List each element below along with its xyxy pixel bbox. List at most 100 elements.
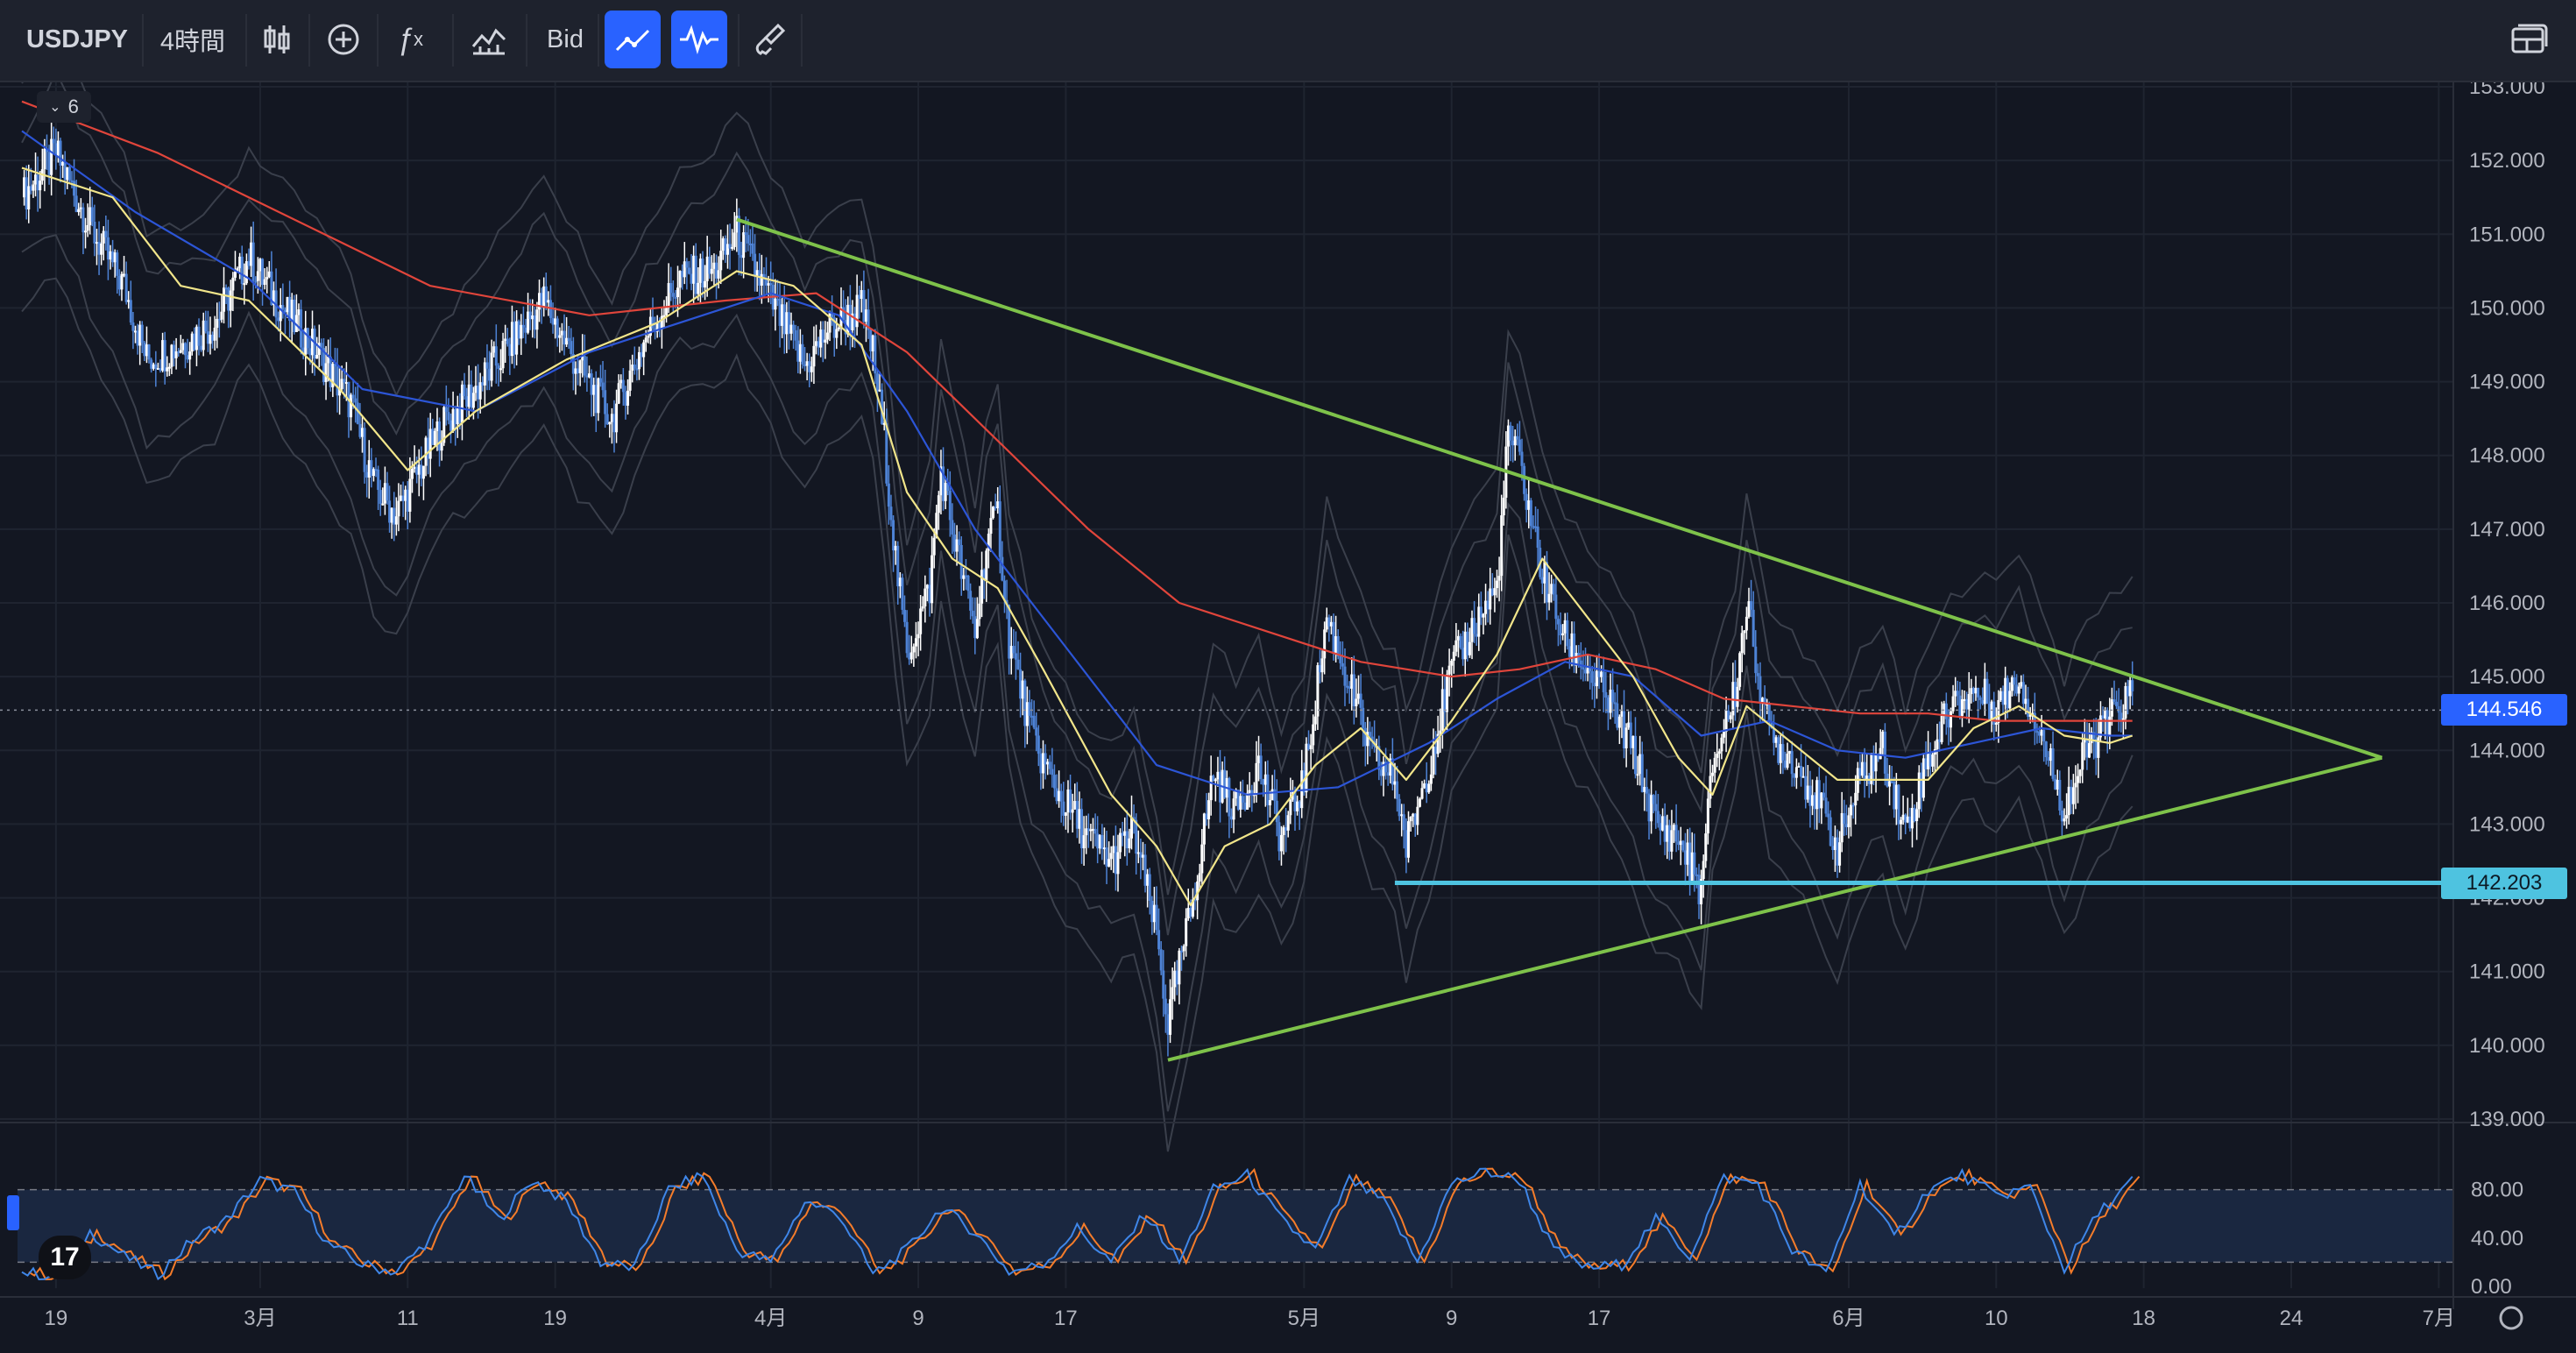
candle-body — [732, 232, 736, 247]
candle-body — [1547, 593, 1551, 603]
candle-body — [204, 320, 208, 332]
candle-body — [869, 329, 873, 351]
candle-body — [912, 646, 916, 653]
time-tick-label: 11 — [397, 1307, 419, 1330]
candle-body — [1273, 789, 1277, 801]
candle-body — [935, 513, 938, 538]
candle-body — [2033, 712, 2036, 732]
candle-body — [1298, 801, 1301, 809]
candle-body — [685, 261, 689, 268]
candle-body — [386, 483, 389, 501]
toolbar-divider — [308, 14, 310, 67]
trend-line-icon[interactable] — [605, 11, 661, 68]
candle-body — [136, 330, 139, 346]
candle-body — [170, 344, 173, 367]
candle-body — [1014, 653, 1017, 660]
band-upper — [21, 82, 2134, 896]
indicator-toggle[interactable]: ⌄ 6 — [37, 91, 91, 123]
candle-body — [824, 339, 827, 343]
candle-body — [2098, 715, 2102, 738]
candle-body — [1915, 809, 1919, 822]
candle-body — [1738, 653, 1742, 687]
candle-body — [458, 406, 462, 423]
candle-body — [792, 324, 796, 330]
symbol-button[interactable]: USDJPY — [25, 25, 129, 53]
candle-body — [2001, 691, 2005, 705]
candle-body — [1135, 819, 1138, 854]
candle-body — [1523, 465, 1526, 494]
candle-body — [665, 308, 669, 315]
time-tick-label: 10 — [1985, 1307, 2008, 1330]
candle-body — [1370, 736, 1374, 741]
interval-button[interactable]: 4時間 — [159, 28, 226, 56]
candle-body — [619, 379, 623, 384]
candle-body — [1105, 847, 1108, 867]
add-indicator-icon[interactable] — [319, 11, 368, 68]
candle-body — [1756, 673, 1759, 676]
candle-body — [914, 638, 917, 647]
candle-body — [1396, 781, 1399, 799]
candle-body — [821, 329, 824, 343]
candle-body — [150, 359, 153, 369]
candle-body — [2083, 739, 2086, 743]
candle-body — [2131, 680, 2134, 691]
oscillator-icon[interactable] — [671, 11, 727, 68]
candles-icon[interactable] — [254, 11, 300, 68]
candle-body — [354, 398, 357, 403]
candle-body — [1971, 688, 1975, 694]
candle-body — [358, 423, 362, 437]
candle-body — [1584, 669, 1588, 674]
candle-body — [1489, 588, 1492, 610]
candle-body — [1025, 702, 1029, 726]
candle-body — [388, 500, 392, 523]
candle-body — [1132, 817, 1136, 820]
settings-gear-icon[interactable] — [2499, 1306, 2523, 1330]
candle-body — [1016, 659, 1020, 669]
candle-body — [1744, 616, 1748, 631]
candle-body — [1709, 776, 1712, 799]
candle-body — [1323, 629, 1327, 659]
candle-body — [1851, 804, 1855, 807]
candle-body — [2094, 739, 2098, 758]
candle-body — [1693, 852, 1696, 875]
candle-body — [206, 331, 209, 344]
candle-body — [1386, 772, 1390, 776]
candle-body — [1307, 743, 1311, 749]
candle-body — [1186, 908, 1190, 918]
candle-body — [1881, 731, 1885, 748]
brush-icon[interactable] — [745, 11, 794, 68]
price-source-button[interactable]: Bid — [547, 25, 584, 53]
candle-body — [233, 271, 237, 278]
candle-body — [1275, 800, 1278, 823]
candle-body — [916, 634, 920, 639]
candle-body — [499, 368, 502, 371]
candle-body — [2078, 769, 2082, 776]
candle-body — [658, 322, 662, 329]
candle-body — [147, 344, 151, 360]
candle-body — [1259, 755, 1263, 780]
candle-body — [1731, 682, 1735, 716]
candle-body — [1563, 620, 1567, 634]
candle-body — [1459, 635, 1462, 648]
candle-body — [2015, 684, 2019, 694]
candle-body — [2081, 742, 2084, 770]
candle-body — [1420, 788, 1424, 799]
candle-body — [344, 382, 348, 385]
chart-area[interactable]: 153.000 152.000 151.000 150.000 149.000 148.0… — [0, 82, 2576, 1353]
candle-body — [1246, 792, 1249, 810]
candle-body — [1620, 711, 1624, 717]
layout-icon[interactable] — [2502, 11, 2558, 68]
candle-body — [1958, 695, 1962, 716]
candle-body — [527, 311, 530, 333]
candle-body — [1582, 667, 1585, 669]
compare-icon[interactable] — [463, 11, 515, 68]
candle-body — [1023, 680, 1027, 726]
candle-body — [1704, 833, 1708, 861]
toolbar-divider — [377, 14, 379, 67]
candle-body — [1556, 619, 1560, 625]
tradingview-logo: 17 — [39, 1236, 91, 1279]
candle-body — [152, 364, 155, 369]
chevron-down-icon: ⌄ — [49, 100, 61, 115]
candle-body — [86, 224, 89, 231]
